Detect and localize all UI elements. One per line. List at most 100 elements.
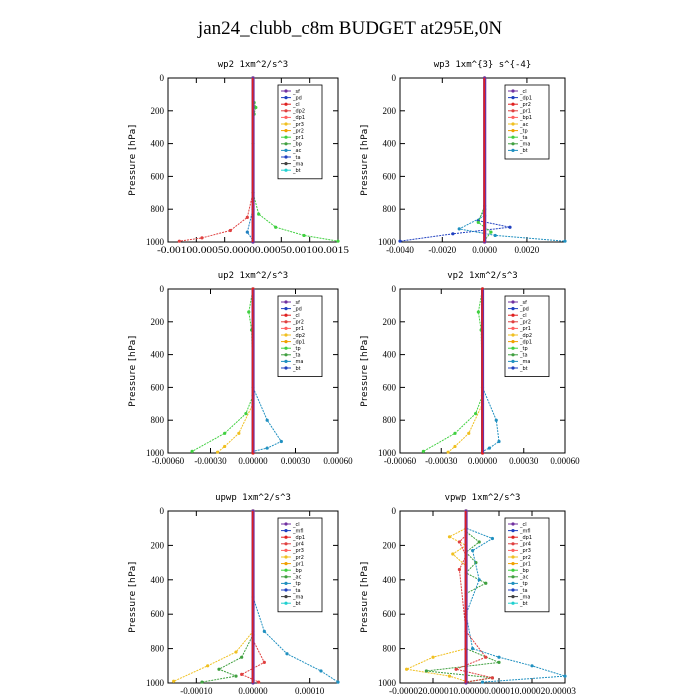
legend-entry: _tp (292, 581, 301, 587)
legend-entry: _dp1 (519, 339, 532, 345)
series-point (265, 418, 269, 422)
series-pr2 (404, 509, 468, 683)
legend-swatch-marker (284, 353, 288, 357)
x-tick-label: 0.00030 (281, 456, 311, 466)
legend-entry: _ac (519, 575, 529, 581)
y-axis-label: Pressure [hPa] (128, 124, 138, 196)
x-tick-label: 0.0000 (472, 245, 497, 255)
legend-swatch-marker (511, 307, 515, 311)
series-point (285, 652, 289, 656)
panel-title: up2 1xm^2/s^3 (218, 271, 288, 281)
series-point (451, 232, 455, 236)
legend-swatch-marker (511, 542, 515, 546)
legend-entry: _ac (292, 575, 302, 581)
legend-swatch-marker (284, 89, 288, 93)
legend-entry: _bp (292, 568, 302, 574)
x-tick-label: -0.00030 (425, 456, 458, 466)
legend-entry: _pd (292, 95, 302, 101)
series-point (497, 660, 501, 664)
legend-swatch-marker (284, 333, 288, 337)
series-line (404, 511, 467, 682)
legend-swatch-marker (511, 555, 515, 559)
series-point (398, 239, 402, 243)
y-tick-label: 600 (151, 171, 165, 181)
series-point (530, 664, 534, 668)
legend-swatch-marker (284, 601, 288, 605)
y-tick-label: 400 (151, 139, 165, 149)
legend-swatch-marker (511, 333, 515, 337)
legend-swatch-marker (284, 307, 288, 311)
legend-swatch-marker (284, 542, 288, 546)
legend-entry: _cl (519, 89, 527, 95)
y-tick-label: 200 (383, 540, 397, 550)
legend-entry: _ta (519, 588, 528, 594)
legend-entry: _pr4 (292, 542, 304, 548)
legend-entry: _ta (519, 353, 528, 359)
series-point (172, 679, 176, 683)
series-dp2 (190, 287, 255, 453)
series-point (467, 431, 471, 435)
legend-swatch-marker (284, 168, 288, 172)
series-point (457, 540, 461, 544)
legend-swatch-marker (284, 359, 288, 363)
legend-swatch-marker (511, 548, 515, 553)
legend-entry: _dp1 (292, 115, 305, 121)
legend-swatch-marker (511, 115, 515, 119)
series-point (480, 680, 485, 684)
series-point (497, 655, 501, 659)
series-dp2 (421, 287, 485, 453)
legend-entry: _pr1 (292, 135, 304, 141)
legend-entry: _dp1 (292, 339, 305, 345)
legend: _cl_dp1_pr2_pr1_bp1_ac_tp_ta_ma_bt (504, 84, 550, 160)
y-tick-label: 800 (383, 204, 397, 214)
y-tick-label: 1000 (378, 448, 397, 458)
legend-swatch-marker (284, 562, 288, 566)
y-tick-label: 600 (383, 382, 397, 392)
legend-swatch-marker (511, 575, 515, 579)
legend: _sf_pd_cl_pr2_pr1_dp2_dp1_tp_ta_ma_bt (504, 295, 550, 377)
legend-entry: _pr2 (519, 320, 531, 326)
legend-swatch-marker (284, 346, 288, 350)
series-point (563, 674, 567, 678)
legend-swatch-marker (511, 326, 515, 330)
series-point (234, 674, 238, 678)
legend-swatch-marker (511, 595, 515, 599)
y-tick-label: 400 (151, 575, 165, 585)
legend-entry: _dp1 (519, 95, 532, 101)
series-point (477, 540, 481, 544)
series-line (191, 288, 254, 452)
series-point (257, 212, 261, 216)
y-tick-label: 200 (383, 106, 397, 116)
panel-3: up2 1xm^2/s^3 Pressure [hPa] 0 200 400 600 800… (128, 271, 353, 466)
series-point (451, 552, 455, 556)
panel-1: wp2 1xm^2/s^3 Pressure [hPa] 0 200 400 600 800… (128, 60, 350, 255)
legend-entry: _ac (292, 148, 302, 154)
legend-entry: _sf (292, 89, 300, 95)
legend-entry: _pr3 (292, 122, 304, 128)
panel-5: upwp 1xm^2/s^3 Pressure [hPa] 0 200 400 600 80… (128, 493, 340, 696)
legend-entry: _pd (292, 306, 302, 312)
legend-entry: _pr1 (519, 561, 531, 567)
series-point (489, 230, 493, 234)
figure-title: jan24_clubb_c8m BUDGET at295E,0N (197, 18, 503, 39)
legend-entry: _pr3 (292, 548, 304, 554)
legend-swatch-marker (284, 129, 288, 133)
series-point (336, 680, 340, 684)
series-point (217, 667, 221, 671)
y-axis-label: Pressure [hPa] (360, 124, 370, 196)
x-tick-label: 0.0020 (515, 245, 540, 255)
legend-swatch-marker (511, 313, 515, 317)
series-point (563, 239, 567, 243)
legend-entry: _dp2 (292, 109, 305, 115)
series-point (493, 233, 497, 238)
legend-swatch-marker (284, 548, 288, 553)
legend: _sf_pd_cl_dp2_dp1_pr3_pr2_pr1_bp_ac_ta_m… (277, 84, 323, 180)
y-tick-label: 200 (151, 540, 165, 550)
series-point (279, 439, 283, 444)
legend-swatch-marker (511, 346, 515, 350)
legend-entry: _cl (292, 102, 300, 108)
panel-title: wp3 1xm^{3} s^{-4} (434, 60, 532, 70)
legend-swatch-marker (284, 575, 288, 579)
legend-swatch-marker (511, 122, 515, 126)
series-bp (200, 509, 255, 684)
